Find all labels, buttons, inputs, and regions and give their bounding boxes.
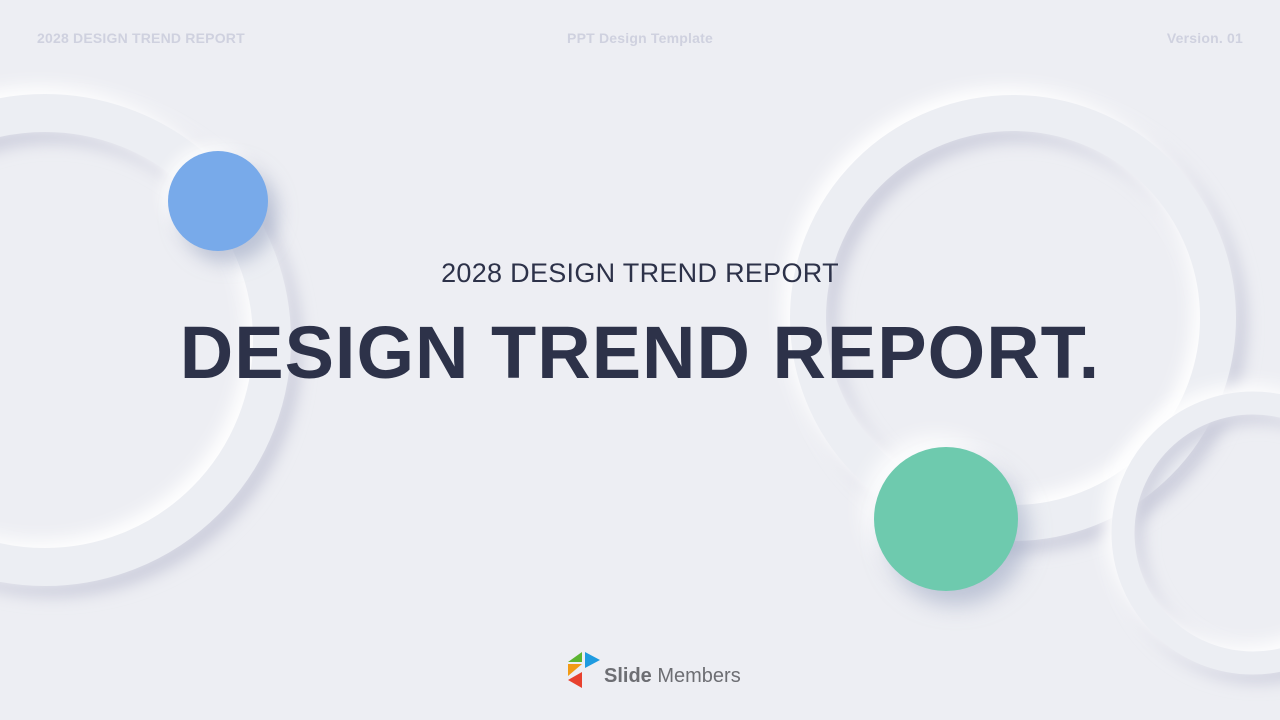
logo-mark-icon bbox=[568, 651, 600, 688]
header-right-text: Version. 01 bbox=[1166, 30, 1243, 46]
green-circle bbox=[874, 447, 1018, 591]
subtitle: 2028 DESIGN TREND REPORT bbox=[441, 258, 839, 288]
logo-text: Slide Members bbox=[604, 665, 741, 687]
blue-circle bbox=[168, 151, 268, 251]
decorative-ring-small bbox=[1104, 384, 1280, 682]
header-center-text: PPT Design Template bbox=[567, 30, 713, 46]
decorative-ring-left bbox=[0, 86, 301, 596]
header-left-text: 2028 DESIGN TREND REPORT bbox=[37, 30, 245, 46]
page-title: DESIGN TREND REPORT. bbox=[179, 311, 1101, 394]
slide-members-logo: Slide Members bbox=[568, 651, 741, 688]
